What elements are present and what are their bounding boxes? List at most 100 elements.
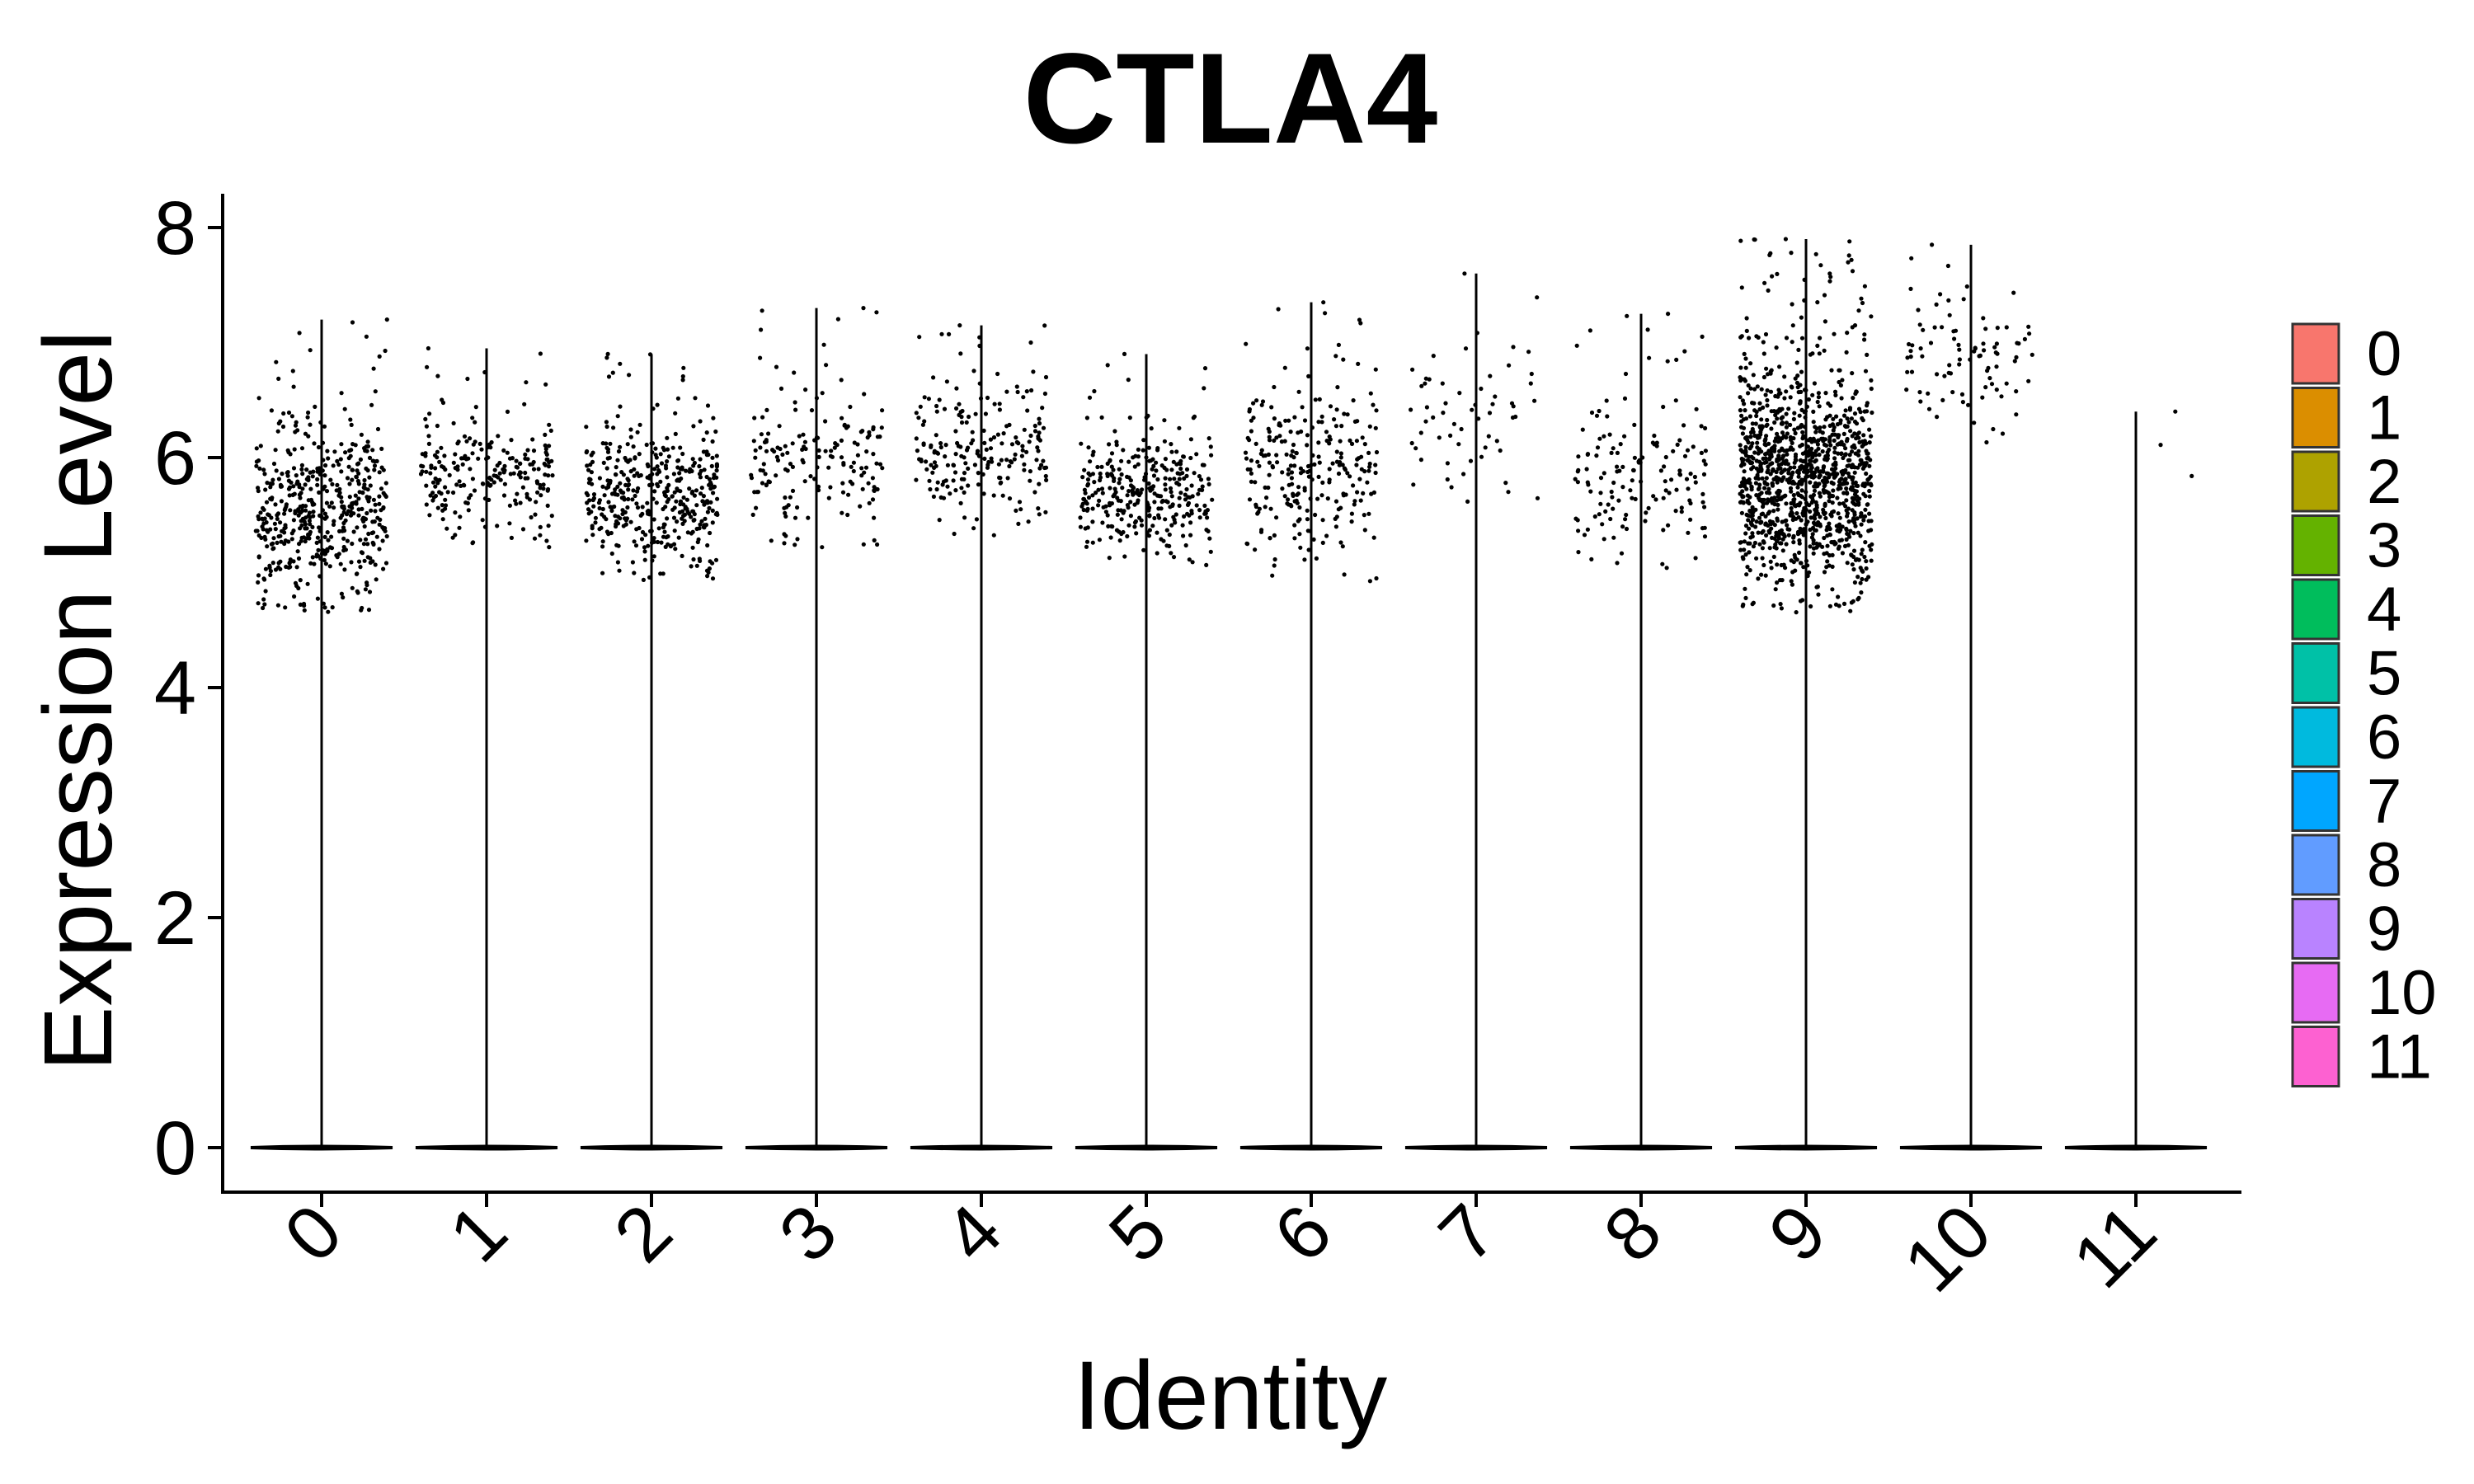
data-point xyxy=(611,425,616,430)
data-point xyxy=(1814,505,1819,510)
data-point xyxy=(1839,451,1844,457)
data-point xyxy=(1818,429,1823,434)
data-point xyxy=(1832,450,1837,455)
data-point xyxy=(1805,470,1810,475)
data-point xyxy=(851,460,856,465)
data-point xyxy=(314,554,319,559)
data-point xyxy=(1128,514,1133,519)
data-point xyxy=(604,466,609,471)
data-point xyxy=(1149,426,1154,431)
data-point xyxy=(985,465,990,470)
data-point xyxy=(983,411,988,416)
data-point xyxy=(1930,242,1935,247)
data-point xyxy=(515,465,520,470)
data-point xyxy=(992,402,997,406)
data-point xyxy=(1679,505,1684,510)
data-point xyxy=(451,490,456,495)
data-point xyxy=(1747,446,1752,451)
data-point xyxy=(1032,429,1038,434)
data-point xyxy=(1746,440,1751,445)
data-point xyxy=(783,514,788,519)
data-point xyxy=(362,558,367,563)
data-point xyxy=(615,521,621,526)
data-point xyxy=(1374,408,1379,413)
data-point xyxy=(783,510,788,516)
data-point xyxy=(1770,481,1775,486)
data-point xyxy=(1816,391,1821,396)
data-point xyxy=(1763,514,1768,519)
data-point xyxy=(1169,467,1174,472)
data-point xyxy=(1584,467,1589,472)
data-point xyxy=(1116,498,1121,503)
data-point xyxy=(1909,256,1914,261)
data-point xyxy=(1507,363,1512,368)
data-point xyxy=(355,589,360,594)
data-point xyxy=(458,514,463,519)
data-point xyxy=(1753,421,1758,426)
data-point xyxy=(375,426,381,432)
data-point xyxy=(801,432,806,437)
data-point xyxy=(1746,478,1751,483)
data-point xyxy=(508,472,513,477)
data-point xyxy=(1830,564,1835,570)
data-point xyxy=(1345,471,1350,476)
data-point xyxy=(691,556,696,562)
data-point xyxy=(1677,468,1682,473)
data-point xyxy=(1291,455,1296,460)
chart-title: CTLA4 xyxy=(1023,27,1438,171)
data-point xyxy=(320,508,325,513)
data-point xyxy=(1757,486,1761,491)
data-point xyxy=(1764,476,1769,481)
data-point xyxy=(988,446,994,451)
data-point xyxy=(279,539,284,544)
data-point xyxy=(1908,286,1913,291)
data-point xyxy=(1037,466,1042,471)
data-point xyxy=(1274,435,1279,440)
data-point xyxy=(1418,458,1423,463)
data-point xyxy=(1790,302,1794,307)
data-point xyxy=(664,466,669,471)
data-point xyxy=(809,408,815,413)
data-point xyxy=(783,467,788,472)
data-point xyxy=(985,395,990,401)
data-point xyxy=(1747,568,1752,573)
data-point xyxy=(1867,463,1872,468)
data-point xyxy=(1188,455,1193,461)
data-point xyxy=(1413,446,1418,451)
data-point xyxy=(383,526,388,531)
data-point xyxy=(840,490,846,495)
data-point xyxy=(1576,550,1581,555)
data-point xyxy=(586,507,591,512)
data-point xyxy=(310,524,315,530)
data-point xyxy=(442,453,447,458)
data-point xyxy=(316,444,322,450)
data-point xyxy=(713,429,718,434)
data-point xyxy=(605,456,610,461)
data-point xyxy=(1210,497,1215,502)
data-point xyxy=(356,513,361,518)
data-point xyxy=(1839,538,1844,542)
data-point xyxy=(616,448,622,454)
data-point xyxy=(1742,539,1747,544)
data-point xyxy=(1764,533,1769,538)
data-point xyxy=(318,420,323,425)
data-point xyxy=(795,505,800,510)
data-point xyxy=(841,461,846,466)
data-point xyxy=(350,585,355,590)
data-point xyxy=(1373,425,1378,430)
legend-key-9 xyxy=(2291,898,2340,960)
data-point xyxy=(1999,394,2004,399)
data-point xyxy=(1147,513,1152,518)
data-point xyxy=(1869,547,1874,552)
data-point xyxy=(1808,544,1813,549)
data-point xyxy=(1845,331,1850,336)
data-point xyxy=(586,481,592,486)
data-point xyxy=(1745,498,1750,503)
data-point xyxy=(959,453,964,458)
legend-label: 9 xyxy=(2367,895,2401,965)
data-point xyxy=(299,467,304,472)
data-point xyxy=(1776,533,1780,538)
x-ticks: 0 1 2 3 4 5 6 7 8 9 10 11 xyxy=(269,1189,2172,1308)
data-point xyxy=(945,463,950,467)
data-point xyxy=(1909,369,1915,374)
